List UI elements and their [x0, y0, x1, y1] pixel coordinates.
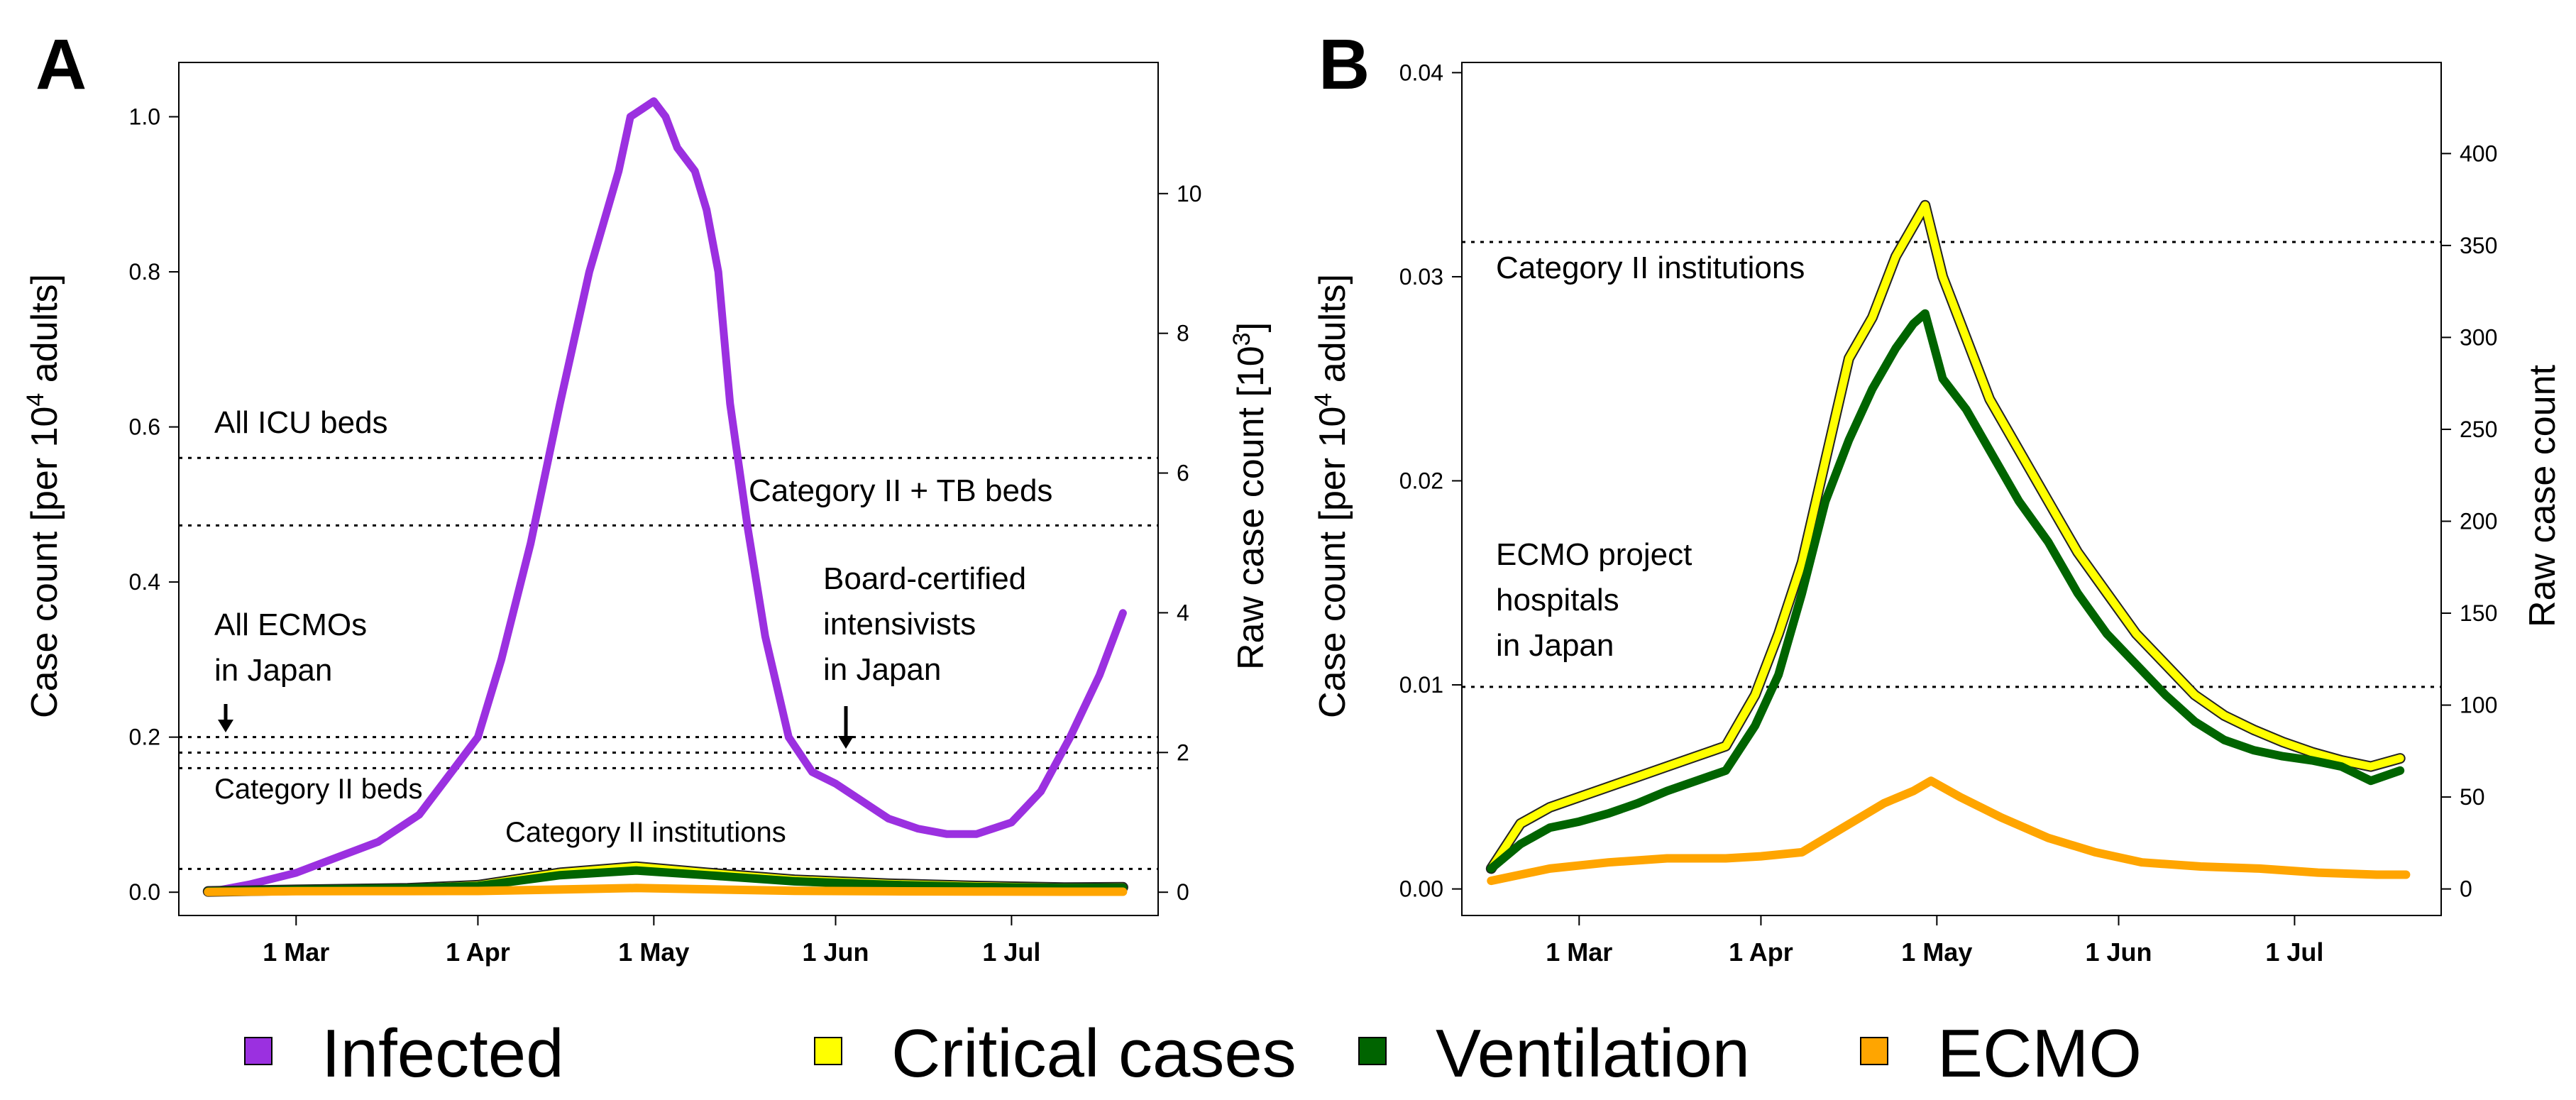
series-group	[1485, 199, 2411, 886]
y-right-tick-label: 10	[1177, 181, 1202, 207]
legend-label: Critical cases	[891, 1016, 1297, 1091]
legend-swatch	[814, 1037, 842, 1065]
y-tick-label: 0.02	[1399, 468, 1443, 493]
series-line-critical-cases	[1487, 201, 2404, 873]
x-tick-label: 1 Jun	[2085, 937, 2152, 967]
y-right-tick-label: 0	[2460, 876, 2472, 902]
plot-frame	[178, 62, 1159, 916]
arrow-head-icon	[838, 736, 854, 749]
threshold-annotation: Category II + TB beds	[749, 473, 1052, 508]
y-right-tick-label: 200	[2460, 508, 2497, 534]
x-tick-label: 1 Jul	[2265, 937, 2323, 967]
x-tick-label: 1 May	[1901, 937, 1972, 967]
y-tick-label: 0.00	[1399, 876, 1443, 902]
legend-item-critical-cases: Critical cases	[814, 1016, 1297, 1091]
series-group	[202, 97, 1128, 897]
y-right-tick-label: 0	[1177, 879, 1189, 905]
y-tick-label: 0.03	[1399, 264, 1443, 290]
y-tick-label: 0.0	[129, 879, 160, 905]
x-tick-label: 1 Jul	[982, 937, 1040, 967]
y-tick-label: 0.8	[129, 259, 160, 285]
x-tick-label: 1 Apr	[1729, 937, 1793, 967]
y-tick-label: 0.2	[129, 725, 160, 750]
legend-item-infected: Infected	[244, 1016, 564, 1091]
threshold-annotation: ECMO project hospitals in Japan	[1496, 537, 1692, 663]
plot-frame	[1461, 62, 2442, 916]
panel-label: B	[1319, 25, 1370, 104]
legend: Infected Critical cases Ventilation ECMO	[244, 1016, 2142, 1091]
y-right-tick-label: 150	[2460, 600, 2497, 626]
legend-swatch	[1860, 1037, 1888, 1065]
y-right-axis-label: Raw case count	[2522, 364, 2563, 627]
y-tick-label: 0.01	[1399, 672, 1443, 698]
y-tick-label: 0.6	[129, 414, 160, 440]
y-right-tick-label: 6	[1177, 461, 1189, 486]
threshold-annotation: Board-certified intensivists in Japan	[823, 561, 1026, 687]
y-tick-label: 0.4	[129, 569, 160, 595]
panel-label: A	[35, 25, 87, 104]
panel-a: A 0.0 0.2 0.4 0.6 0.8 1.0 0 2 4 6 8 10 1 Mar 1 Apr 1 Ma…	[22, 25, 1272, 967]
y-right-tick-label: 50	[2460, 784, 2485, 810]
series-line-ecmo	[204, 884, 1128, 896]
legend-swatch	[244, 1037, 273, 1065]
legend-label: ECMO	[1937, 1016, 2142, 1091]
y-right-tick-label: 100	[2460, 693, 2497, 718]
legend-label: Ventilation	[1436, 1016, 1750, 1091]
threshold-annotation: All ECMOs in Japan	[214, 607, 367, 688]
x-tick-label: 1 Mar	[1546, 937, 1612, 967]
threshold-annotation: Category II institutions	[1496, 251, 1805, 285]
x-tick-label: 1 Mar	[263, 937, 329, 967]
y-tick-label: 1.0	[129, 104, 160, 129]
arrow-head-icon	[218, 720, 233, 732]
y-right-axis-label: Raw case count [103]	[1228, 322, 1272, 670]
legend-item-ecmo: ECMO	[1860, 1016, 2142, 1091]
y-right-tick-label: 350	[2460, 233, 2497, 258]
y-right-tick-label: 400	[2460, 141, 2497, 166]
panel-b: B 0.00 0.01 0.02 0.03 0.04 0 50 100 150 200 250 300 3…	[1310, 25, 2563, 967]
x-tick-label: 1 Jun	[802, 937, 869, 967]
series-line-ventilation	[1487, 309, 2405, 873]
x-tick-label: 1 Apr	[446, 937, 510, 967]
series-line-infected	[204, 97, 1127, 896]
y-right-tick-label: 8	[1177, 321, 1189, 346]
y-right-tick-label: 250	[2460, 417, 2497, 442]
y-right-tick-label: 2	[1177, 739, 1189, 765]
legend-swatch	[1358, 1037, 1387, 1065]
threshold-annotation: All ICU beds	[214, 405, 388, 440]
threshold-annotation: Category II beds	[214, 774, 423, 805]
y-right-tick-label: 4	[1177, 600, 1189, 625]
x-tick-label: 1 May	[618, 937, 689, 967]
y-tick-label: 0.04	[1399, 60, 1443, 85]
series-line-ecmo	[1487, 776, 2411, 886]
legend-item-ventilation: Ventilation	[1358, 1016, 1750, 1091]
y-axis-label: Case count [per 104 adults]	[22, 274, 65, 718]
legend-label: Infected	[321, 1016, 564, 1091]
y-right-tick-label: 300	[2460, 324, 2497, 350]
threshold-annotation: Category II institutions	[505, 817, 786, 848]
y-axis-label: Case count [per 104 adults]	[1310, 274, 1353, 718]
